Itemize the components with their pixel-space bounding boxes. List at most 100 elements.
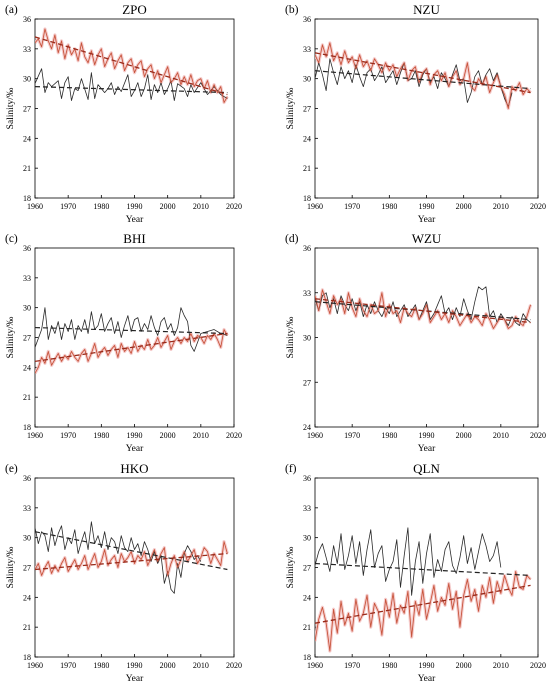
plot-area [315,41,532,111]
y-tick-label: 21 [23,393,31,402]
black-series-line [315,58,513,107]
x-tick-label: 1970 [344,661,360,670]
x-tick-label: 2010 [193,431,209,440]
red-trend-line [35,36,228,96]
y-tick-label: 30 [303,334,311,343]
black-trend-line [35,326,228,335]
x-tick-label: 2010 [193,661,209,670]
panel-tag: (d) [285,233,299,245]
y-tick-label: 21 [303,623,311,632]
x-tick-label: 2000 [160,202,176,211]
x-tick-label: 1990 [419,661,435,670]
x-tick-label: 1980 [381,661,397,670]
red-series-line [35,329,228,374]
x-tick-label: 1980 [93,431,109,440]
panel-nzu: (b) NZU 18 21 24 27 30 33 36 1960 1970 1980 1990 2000… [285,2,546,225]
plot-area [35,521,229,594]
y-tick-label: 30 [23,304,31,313]
panel-tag: (b) [285,4,299,16]
red-trend-line [35,552,228,571]
x-tick-label: 2010 [493,661,509,670]
x-tick-label: 1980 [381,202,397,211]
x-axis-label: Year [418,674,436,684]
x-tick-label: 2020 [226,661,242,670]
panel-title: BHI [123,231,145,246]
black-trend-line [35,86,228,94]
x-tick-label: 1970 [60,202,76,211]
x-tick-label: 2010 [493,202,509,211]
panel-tag: (e) [5,463,18,475]
y-axis-label: Salinity/‰ [286,87,296,129]
x-tick-label: 1960 [27,661,43,670]
x-tick-label: 2000 [160,661,176,670]
x-tick-label: 2000 [160,431,176,440]
x-tick-label: 1980 [93,661,109,670]
plot-area [315,527,532,653]
panel-title: WZU [412,231,442,246]
y-tick-label: 30 [23,534,31,543]
y-tick-label: 33 [303,289,311,298]
y-tick-label: 27 [303,378,311,387]
plot-frame [314,477,539,658]
plot-area [315,286,533,331]
y-tick-label: 18 [303,653,311,662]
y-tick-label: 36 [303,244,311,253]
x-tick-label: 1970 [344,431,360,440]
plot-frame [314,18,539,199]
x-tick-label: 2020 [226,431,242,440]
y-tick-label: 33 [23,45,31,54]
plot-area [35,307,229,375]
x-tick-label: 1960 [27,431,43,440]
x-tick-label: 2020 [530,202,546,211]
panel-tag: (c) [5,233,18,245]
red-trend-line [315,298,531,324]
y-axis-label: Salinity/‰ [6,87,16,129]
x-tick-label: 1970 [344,202,360,211]
y-tick-label: 18 [23,653,31,662]
black-series-line [35,68,228,101]
y-tick-label: 33 [303,504,311,513]
y-tick-label: 24 [23,134,31,143]
panel-zpo: (a) ZPO 18 21 24 27 30 33 36 1960 1970 1980 1990 2000… [5,2,242,225]
y-tick-label: 24 [23,593,31,602]
x-axis-label: Year [126,215,144,225]
y-axis-label: Salinity/‰ [6,546,16,588]
x-tick-label: 2020 [226,202,242,211]
y-tick-label: 33 [303,45,311,54]
x-tick-label: 1960 [27,202,43,211]
y-tick-label: 24 [303,593,311,602]
black-series-line [35,521,202,594]
x-axis-label: Year [418,444,436,454]
y-tick-label: 27 [303,105,311,114]
y-tick-label: 36 [303,15,311,24]
panel-title: NZU [413,2,440,17]
plot-area [35,27,229,105]
y-tick-label: 27 [303,564,311,573]
x-tick-label: 2010 [193,202,209,211]
panel-title: QLN [413,461,440,476]
black-series-line [315,527,502,596]
y-tick-label: 21 [23,164,31,173]
panel-title: ZPO [122,2,147,17]
y-tick-label: 18 [23,194,31,203]
x-tick-label: 2000 [456,202,472,211]
x-tick-label: 1990 [419,202,435,211]
x-tick-label: 1990 [419,431,435,440]
x-tick-label: 1960 [307,431,323,440]
panel-qln: (f) QLN 18 21 24 27 30 33 36 1960 1970 1980 1990 2000… [285,461,546,684]
y-axis-label: Salinity/‰ [286,316,296,358]
x-axis-label: Year [126,674,144,684]
plot-frame [34,18,235,199]
plot-frame [34,477,235,658]
x-tick-label: 1980 [381,431,397,440]
y-tick-label: 27 [23,334,31,343]
y-tick-label: 18 [303,194,311,203]
panel-wzu: (d) WZU 24 27 30 33 36 1960 1970 1980 1990 2000 2010… [285,231,546,454]
y-tick-label: 27 [23,105,31,114]
panel-tag: (f) [285,463,297,475]
x-tick-label: 1970 [60,431,76,440]
y-tick-label: 33 [23,274,31,283]
red-trend-line [315,52,531,94]
